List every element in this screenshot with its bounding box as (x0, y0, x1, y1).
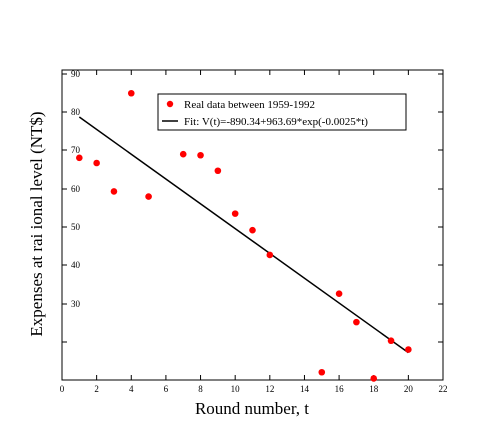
data-point (110, 188, 118, 195)
y-tick-label: 80 (71, 107, 81, 117)
x-tick-label: 14 (300, 384, 310, 394)
y-tick-label: 90 (71, 69, 81, 79)
data-point (179, 150, 187, 158)
legend: Real data between 1959-1992 Fit: V(t)=-8… (157, 93, 407, 131)
data-point (249, 226, 256, 234)
data-point (214, 167, 222, 175)
data-points-layer (76, 89, 412, 382)
x-tick-label: 12 (265, 384, 274, 394)
y-axis-ticks: 30 40 50 60 70 80 90 (62, 69, 443, 343)
x-tick-label: 2 (94, 384, 99, 394)
data-point (266, 251, 274, 259)
legend-label-real-data: Real data between 1959-1992 (184, 99, 315, 111)
plot-frame (61, 69, 444, 381)
legend-label-fit: Fit: V(t)=-890.34+963.69*exp(-0.0025*t) (184, 116, 368, 128)
x-tick-label: 10 (231, 384, 241, 394)
data-point (353, 318, 360, 326)
data-point (231, 210, 239, 217)
x-axis-label: Round number, t (195, 399, 309, 418)
data-point (197, 151, 204, 159)
x-tick-label: 0 (60, 384, 65, 394)
y-tick-label: 40 (71, 260, 81, 270)
data-point (370, 375, 378, 382)
data-point (127, 89, 135, 97)
y-tick-label: 70 (71, 145, 81, 155)
x-tick-label: 20 (404, 384, 414, 394)
data-point (387, 337, 395, 345)
fit-line (78, 116, 409, 354)
data-point (335, 290, 343, 298)
y-tick-label: 30 (71, 299, 81, 309)
y-axis-label: Expenses at rai ional level (NT$) (27, 111, 46, 336)
data-point (145, 193, 152, 200)
legend-box (157, 93, 407, 131)
data-point (76, 154, 83, 162)
x-tick-label: 8 (198, 384, 203, 394)
y-tick-label: 50 (71, 222, 81, 232)
legend-marker-real-data (166, 100, 174, 108)
data-point (318, 368, 326, 376)
data-point (93, 159, 100, 167)
x-tick-label: 18 (369, 384, 379, 394)
x-tick-label: 6 (164, 384, 169, 394)
data-point (405, 346, 412, 353)
fit-line-layer (78, 116, 409, 354)
x-tick-label: 16 (335, 384, 345, 394)
x-tick-label: 22 (439, 384, 448, 394)
x-tick-label: 4 (129, 384, 134, 394)
y-tick-label: 60 (71, 184, 81, 194)
